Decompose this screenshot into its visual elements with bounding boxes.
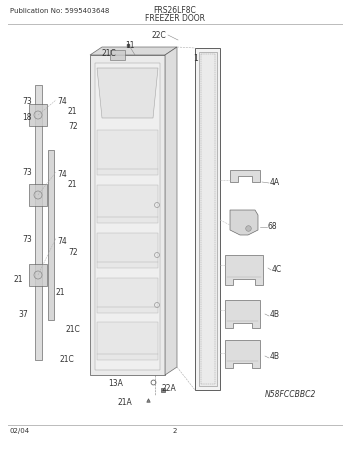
Text: 22C: 22C bbox=[151, 31, 166, 40]
Text: 4B: 4B bbox=[270, 352, 280, 361]
Text: 18: 18 bbox=[22, 113, 32, 122]
Text: 4A: 4A bbox=[270, 178, 280, 187]
Polygon shape bbox=[225, 255, 263, 285]
Polygon shape bbox=[97, 68, 158, 118]
Text: 1: 1 bbox=[193, 54, 198, 63]
Polygon shape bbox=[95, 63, 160, 370]
Polygon shape bbox=[35, 85, 42, 360]
Polygon shape bbox=[110, 50, 125, 60]
Text: 2: 2 bbox=[173, 428, 177, 434]
Text: 21: 21 bbox=[68, 107, 77, 116]
Text: 21A: 21A bbox=[118, 398, 133, 407]
Text: N58FCCBBC2: N58FCCBBC2 bbox=[264, 390, 316, 399]
Polygon shape bbox=[29, 104, 47, 126]
Polygon shape bbox=[97, 130, 158, 175]
Text: Publication No: 5995403648: Publication No: 5995403648 bbox=[10, 8, 109, 14]
Text: FREEZER DOOR: FREEZER DOOR bbox=[145, 14, 205, 23]
Text: 72: 72 bbox=[68, 248, 78, 257]
Text: 73: 73 bbox=[22, 235, 32, 244]
Text: 21C: 21C bbox=[101, 49, 116, 58]
Polygon shape bbox=[97, 233, 158, 268]
Text: 72: 72 bbox=[68, 122, 78, 131]
Polygon shape bbox=[90, 47, 177, 55]
Polygon shape bbox=[225, 300, 260, 328]
Polygon shape bbox=[230, 170, 260, 182]
Polygon shape bbox=[230, 210, 258, 235]
Polygon shape bbox=[29, 264, 47, 286]
Polygon shape bbox=[195, 48, 220, 390]
Polygon shape bbox=[165, 47, 177, 375]
Text: 21: 21 bbox=[55, 288, 64, 297]
Text: 4C: 4C bbox=[272, 265, 282, 274]
Text: 21C: 21C bbox=[60, 355, 75, 364]
Text: 73: 73 bbox=[22, 97, 32, 106]
Polygon shape bbox=[199, 52, 217, 386]
Text: 74: 74 bbox=[57, 170, 67, 179]
Text: 02/04: 02/04 bbox=[10, 428, 30, 434]
Text: 22A: 22A bbox=[162, 384, 177, 393]
Text: 37: 37 bbox=[18, 310, 28, 319]
Text: 68: 68 bbox=[268, 222, 278, 231]
Polygon shape bbox=[97, 278, 158, 313]
Text: 73: 73 bbox=[22, 168, 32, 177]
Text: 74: 74 bbox=[57, 237, 67, 246]
Text: 13A: 13A bbox=[108, 379, 123, 388]
Text: 21: 21 bbox=[68, 180, 77, 189]
Polygon shape bbox=[225, 340, 260, 368]
Text: FRS26LF8C: FRS26LF8C bbox=[154, 6, 196, 15]
Text: 21C: 21C bbox=[65, 325, 80, 334]
Text: 21: 21 bbox=[13, 275, 22, 284]
Text: 74: 74 bbox=[57, 97, 67, 106]
Text: 11: 11 bbox=[125, 41, 134, 50]
Polygon shape bbox=[97, 185, 158, 223]
Polygon shape bbox=[97, 322, 158, 360]
Polygon shape bbox=[48, 150, 54, 320]
Polygon shape bbox=[29, 184, 47, 206]
Polygon shape bbox=[90, 55, 165, 375]
Text: 4B: 4B bbox=[270, 310, 280, 319]
